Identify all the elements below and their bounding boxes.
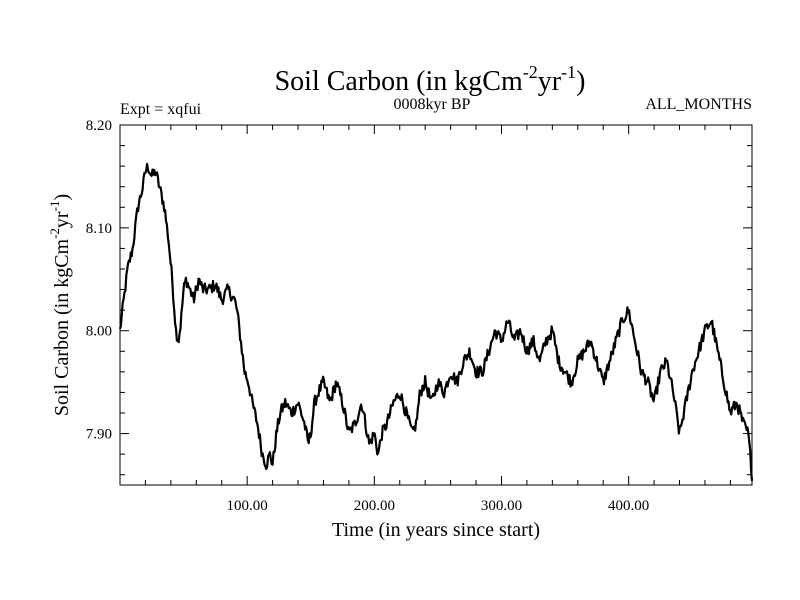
y-tick-label: 8.00 [86,324,112,340]
x-axis-label: Time (in years since start) [332,519,540,541]
x-tick-label: 300.00 [481,498,522,514]
experiment-label: Expt = xqfui [120,101,202,118]
axis-ticks: 100.00 200.00 300.00 400.00 7.90 8.00 8.10 8.20 [86,118,752,514]
chart-title: Soil Carbon (in kgCm-2yr-1) [275,62,586,97]
period-label: 0008kyr BP [394,96,471,113]
y-tick-label: 8.10 [86,221,112,237]
x-tick-label: 200.00 [354,498,395,514]
series-line [118,162,754,481]
y-tick-label: 7.90 [86,427,112,443]
x-tick-label: 100.00 [227,498,268,514]
x-tick-label: 400.00 [608,498,649,514]
y-axis-label: Soil Carbon (in kgCm-2yr-1) [47,194,73,416]
plot-frame [119,124,753,486]
y-tick-label: 8.20 [86,118,112,134]
months-label: ALL_MONTHS [645,96,752,113]
